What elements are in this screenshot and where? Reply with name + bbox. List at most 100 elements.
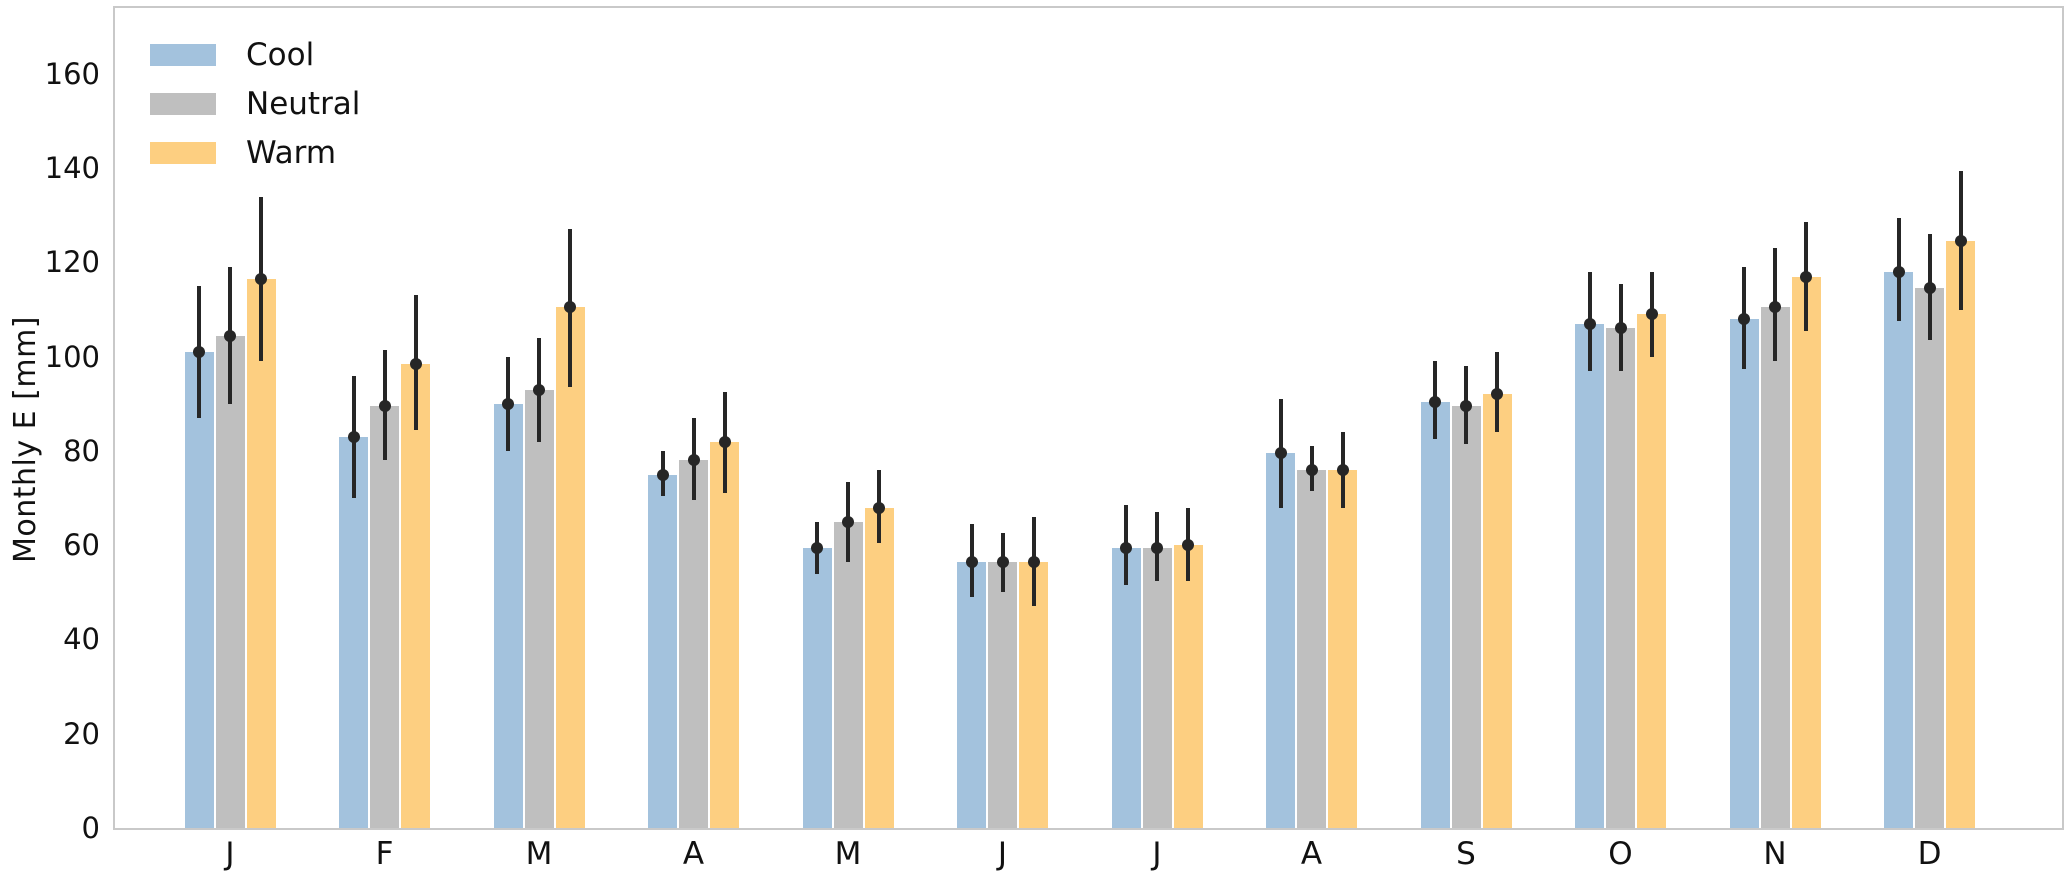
legend-item-warm: Warm xyxy=(150,128,360,177)
bar-neutral-O xyxy=(1606,328,1635,828)
bar-warm-S xyxy=(1482,394,1512,828)
mean-marker xyxy=(1583,317,1596,330)
legend-swatch-warm xyxy=(150,141,216,164)
mean-marker xyxy=(1120,541,1132,554)
bar-cool-F xyxy=(339,436,368,828)
bar-cool-O xyxy=(1575,323,1604,828)
mean-marker xyxy=(1614,322,1627,335)
x-tick-label: D xyxy=(1917,836,1942,872)
mean-marker xyxy=(1491,388,1503,401)
x-tick-label: N xyxy=(1763,836,1787,872)
bar-cool-J xyxy=(1111,547,1141,828)
bar-neutral-J xyxy=(988,561,1017,828)
mean-marker xyxy=(1027,555,1040,568)
mean-marker xyxy=(1645,308,1658,321)
bar-warm-N xyxy=(1791,276,1821,828)
mean-marker xyxy=(996,555,1009,568)
mean-marker xyxy=(255,272,267,285)
y-tick-label: 140 xyxy=(44,151,100,186)
mean-marker xyxy=(656,468,669,481)
x-tick-label: F xyxy=(375,836,394,872)
bar-warm-D xyxy=(1946,241,1975,828)
bar-warm-A xyxy=(1328,469,1357,828)
bar-cool-M xyxy=(802,547,832,828)
bar-neutral-M xyxy=(833,521,863,828)
mean-marker xyxy=(1336,463,1349,476)
mean-marker xyxy=(1274,447,1287,460)
bar-cool-N xyxy=(1729,319,1759,828)
y-tick-label: 40 xyxy=(63,622,100,657)
x-tick-label: J xyxy=(225,836,235,872)
bar-cool-J xyxy=(184,352,214,828)
mean-marker xyxy=(1769,301,1781,314)
bar-neutral-J xyxy=(215,335,245,828)
bar-cool-M xyxy=(493,403,523,828)
mean-marker xyxy=(564,301,576,314)
bar-neutral-S xyxy=(1451,406,1481,828)
mean-marker xyxy=(193,346,205,359)
legend: Cool Neutral Warm xyxy=(150,30,360,177)
mean-marker xyxy=(811,541,823,554)
bar-cool-A xyxy=(1266,453,1295,828)
bar-cool-A xyxy=(648,474,677,828)
x-tick-label: S xyxy=(1456,836,1476,872)
mean-marker xyxy=(409,357,422,370)
x-tick-label: M xyxy=(834,836,862,872)
y-tick-label: 160 xyxy=(44,56,100,91)
mean-marker xyxy=(1151,541,1163,554)
legend-item-neutral: Neutral xyxy=(150,79,360,128)
mean-marker xyxy=(687,454,700,467)
bar-neutral-A xyxy=(1297,469,1326,828)
legend-swatch-neutral xyxy=(150,92,216,115)
bar-warm-O xyxy=(1637,314,1666,828)
mean-marker xyxy=(502,397,514,410)
mean-marker xyxy=(224,329,236,342)
bar-warm-J xyxy=(1173,545,1203,828)
mean-marker xyxy=(1429,395,1441,408)
mean-marker xyxy=(873,501,885,514)
legend-item-cool: Cool xyxy=(150,30,360,79)
mean-marker xyxy=(347,430,360,443)
bar-cool-S xyxy=(1420,401,1450,828)
mean-marker xyxy=(1954,235,1967,248)
bar-neutral-M xyxy=(524,389,554,828)
mean-marker xyxy=(1460,400,1472,413)
bar-warm-F xyxy=(401,363,430,828)
y-tick-label: 80 xyxy=(63,433,100,468)
mean-marker xyxy=(1923,282,1936,295)
mean-marker xyxy=(1892,265,1905,278)
mean-marker xyxy=(378,400,391,413)
bar-neutral-N xyxy=(1760,307,1790,828)
x-tick-label: J xyxy=(1152,836,1162,872)
bar-neutral-J xyxy=(1142,547,1172,828)
mean-marker xyxy=(842,515,854,528)
y-tick-label: 20 xyxy=(63,716,100,751)
y-tick-label: 100 xyxy=(44,339,100,374)
legend-label: Neutral xyxy=(246,85,361,122)
y-tick-label: 0 xyxy=(81,811,100,845)
x-tick-label: M xyxy=(525,836,553,872)
y-tick-label: 60 xyxy=(63,528,100,563)
bar-cool-J xyxy=(957,561,986,828)
bar-warm-M xyxy=(864,507,894,828)
x-tick-label: A xyxy=(682,836,705,872)
bar-warm-M xyxy=(555,307,585,828)
mean-marker xyxy=(1800,270,1812,283)
bar-neutral-F xyxy=(370,406,399,828)
y-tick-label: 120 xyxy=(44,245,100,280)
x-tick-label: J xyxy=(997,836,1008,872)
x-tick-label: O xyxy=(1608,836,1633,872)
bar-neutral-D xyxy=(1915,288,1944,828)
mean-marker xyxy=(965,555,978,568)
bar-warm-A xyxy=(710,441,739,828)
bar-neutral-A xyxy=(679,460,708,828)
mean-marker xyxy=(533,383,545,396)
mean-marker xyxy=(1182,539,1194,552)
mean-marker xyxy=(1305,463,1318,476)
bar-cool-D xyxy=(1884,271,1913,828)
bar-warm-J xyxy=(246,278,276,828)
mean-marker xyxy=(718,435,731,448)
legend-label: Cool xyxy=(246,36,315,73)
x-tick-label: A xyxy=(1300,836,1323,872)
